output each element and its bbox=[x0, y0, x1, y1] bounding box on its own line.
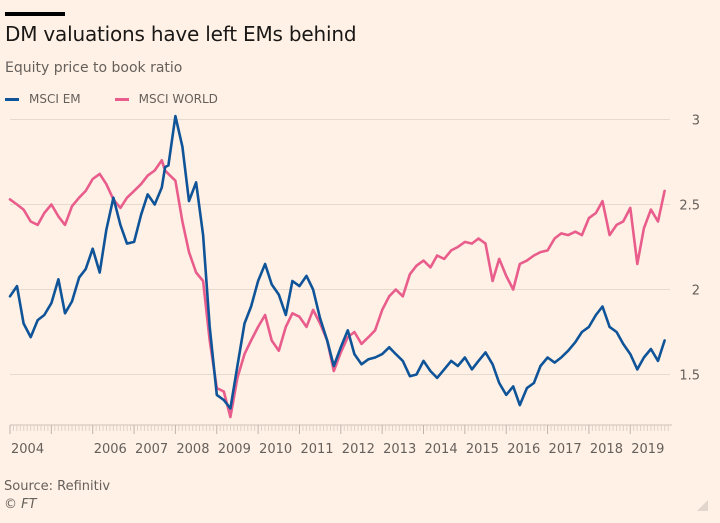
ft-header-rule bbox=[5, 12, 65, 16]
x-tick-label: 2018 bbox=[590, 442, 623, 457]
x-tick-label: 2014 bbox=[425, 442, 458, 457]
legend-label-msci-world: MSCI WORLD bbox=[138, 92, 218, 106]
x-tick-label: 2012 bbox=[342, 442, 375, 457]
x-tick-label: 2015 bbox=[466, 442, 499, 457]
x-tick-label: 2007 bbox=[135, 442, 168, 457]
x-tick-label: 2013 bbox=[383, 442, 416, 457]
legend: MSCI EM MSCI WORLD bbox=[5, 92, 252, 106]
y-tick-label: 1.5 bbox=[679, 369, 700, 384]
y-tick-label: 3 bbox=[692, 114, 700, 129]
legend-item-msci-world: MSCI WORLD bbox=[114, 92, 218, 106]
copyright-note: © FT bbox=[4, 497, 37, 512]
legend-item-msci-em: MSCI EM bbox=[5, 92, 81, 106]
source-note: Source: Refinitiv bbox=[4, 479, 111, 494]
resize-handle-icon bbox=[697, 500, 708, 511]
x-tick-label: 2017 bbox=[549, 442, 582, 457]
series-lines bbox=[8, 114, 666, 419]
x-tick-label: 2019 bbox=[631, 442, 664, 457]
gridlines bbox=[10, 119, 670, 375]
chart-title: DM valuations have left EMs behind bbox=[5, 22, 357, 46]
legend-swatch-msci-em bbox=[5, 97, 19, 101]
x-tick-label: 2008 bbox=[176, 442, 209, 457]
x-tick-label: 2016 bbox=[507, 442, 540, 457]
chart-subtitle: Equity price to book ratio bbox=[5, 60, 183, 76]
x-tick-label: 2011 bbox=[300, 442, 333, 457]
legend-label-msci-em: MSCI EM bbox=[29, 92, 81, 106]
y-axis-ticks: 1.5 2 2.5 3 bbox=[679, 114, 700, 384]
series-line-msci-em bbox=[8, 114, 666, 410]
x-tick-label: 2006 bbox=[94, 442, 127, 457]
series-line-msci-world bbox=[8, 159, 666, 419]
x-tick-label: 2010 bbox=[259, 442, 292, 457]
x-axis: 2004 2006 2007 2008 2009 2010 2011 2012 2013 2014… bbox=[9, 424, 672, 457]
y-tick-label: 2 bbox=[692, 284, 700, 299]
x-tick-label: 2004 bbox=[11, 442, 44, 457]
y-tick-label: 2.5 bbox=[679, 199, 700, 214]
x-tick-label: 2009 bbox=[218, 442, 251, 457]
legend-swatch-msci-world bbox=[114, 97, 129, 101]
